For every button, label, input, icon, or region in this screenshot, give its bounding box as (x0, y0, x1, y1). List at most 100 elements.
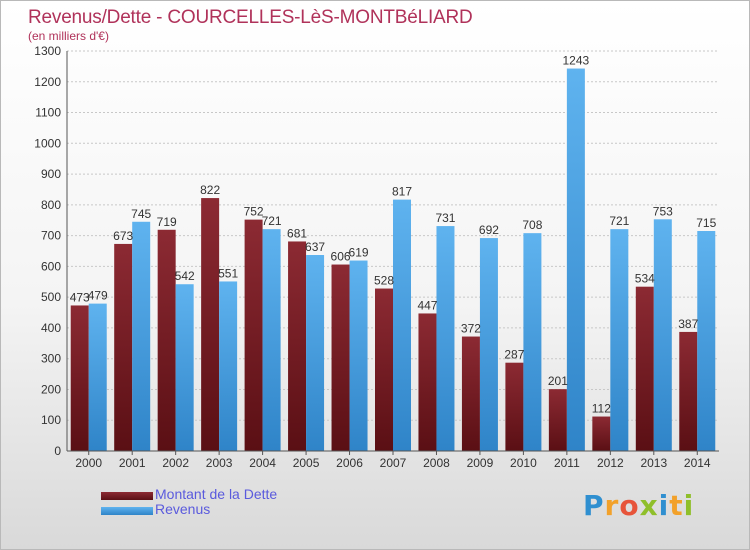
data-label-debt: 372 (461, 322, 481, 336)
data-label-revenue: 745 (131, 207, 151, 221)
bar-revenue (175, 284, 194, 451)
bar-revenue (306, 255, 325, 451)
bar-revenue (436, 226, 455, 451)
bar-debt (375, 288, 393, 451)
y-tick-label: 100 (41, 413, 61, 427)
bar-revenue (523, 233, 542, 451)
bar-debt (70, 305, 89, 451)
bar-debt (592, 416, 611, 451)
legend-label-revenue: Revenus (155, 501, 211, 517)
bar-revenue (219, 281, 238, 451)
bar-revenue (349, 260, 368, 451)
proxiti-logo: Proxiti (583, 489, 694, 522)
logo-letter: x (639, 489, 659, 522)
data-label-debt: 473 (70, 290, 90, 304)
x-tick-label: 2010 (510, 456, 537, 470)
data-label-revenue: 753 (653, 204, 673, 218)
y-tick-label: 1300 (34, 44, 61, 58)
bar-revenue (479, 238, 498, 451)
bar-revenue (653, 219, 672, 451)
bar-revenue (610, 229, 629, 451)
y-tick-label: 900 (41, 167, 61, 181)
x-tick-label: 2008 (423, 456, 450, 470)
bar-debt (461, 336, 480, 451)
data-label-debt: 719 (157, 215, 177, 229)
x-tick-label: 2013 (640, 456, 667, 470)
data-label-revenue: 637 (305, 240, 325, 254)
data-label-revenue: 708 (522, 218, 542, 232)
data-label-revenue: 551 (218, 266, 238, 280)
x-tick-label: 2003 (206, 456, 233, 470)
data-label-debt: 287 (504, 348, 524, 362)
y-tick-label: 700 (41, 229, 61, 243)
bar-debt (201, 198, 220, 451)
data-label-debt: 606 (331, 250, 351, 264)
x-tick-label: 2014 (684, 456, 711, 470)
bars-layer (70, 68, 716, 452)
bar-revenue (393, 199, 411, 451)
y-tick-label: 400 (41, 321, 61, 335)
data-label-debt: 528 (374, 274, 394, 288)
data-label-revenue: 479 (88, 289, 108, 303)
x-tick-label: 2011 (554, 456, 580, 470)
bar-debt (157, 229, 176, 451)
bar-debt (635, 286, 654, 451)
axis-layer: 0 100 200 300 400 500 600 700 800 900 1000 1100 1200… (34, 44, 719, 470)
data-label-revenue: 721 (609, 214, 629, 228)
data-label-debt: 673 (113, 229, 133, 243)
y-tick-label: 300 (41, 352, 61, 366)
bar-debt (679, 331, 698, 451)
data-label-revenue: 721 (262, 214, 282, 228)
bar-debt (418, 313, 437, 451)
legend-label-debt: Montant de la Dette (155, 486, 278, 502)
data-label-revenue: 731 (435, 211, 455, 225)
logo-letter: t (669, 489, 684, 522)
y-tick-label: 600 (41, 259, 61, 273)
data-label-revenue: 619 (349, 246, 369, 260)
logo-letter: o (619, 489, 640, 522)
x-tick-label: 2002 (162, 456, 189, 470)
logo-letter: i (683, 489, 695, 522)
data-label-debt: 822 (200, 183, 220, 197)
bar-debt (288, 241, 307, 451)
data-label-debt: 201 (548, 374, 568, 388)
logo-letter: i (658, 489, 670, 522)
data-label-debt: 447 (417, 298, 437, 312)
y-tick-label: 500 (41, 290, 61, 304)
data-label-debt: 387 (678, 317, 698, 331)
bar-debt (114, 243, 133, 451)
data-label-debt: 112 (592, 402, 611, 416)
bar-debt (548, 389, 567, 451)
x-tick-label: 2001 (119, 456, 146, 470)
chart-subtitle: (en milliers d'€) (28, 29, 109, 43)
bar-revenue (88, 303, 107, 451)
y-tick-label: 200 (41, 382, 61, 396)
data-label-revenue: 817 (392, 185, 412, 199)
legend-swatch-revenue (101, 507, 153, 515)
y-tick-label: 0 (54, 444, 61, 458)
bar-revenue (262, 229, 281, 451)
y-tick-label: 1000 (34, 136, 61, 150)
legend-swatch-debt (101, 492, 153, 500)
data-label-revenue: 692 (479, 223, 499, 237)
bar-debt (331, 264, 350, 451)
logo-letter: P (583, 489, 605, 522)
data-label-debt: 681 (287, 226, 307, 240)
y-tick-label: 800 (41, 198, 61, 212)
y-tick-label: 1100 (35, 106, 61, 120)
data-label-debt: 752 (244, 205, 264, 219)
data-label-revenue: 1243 (563, 54, 590, 68)
x-tick-label: 2000 (75, 456, 102, 470)
x-tick-label: 2004 (249, 456, 276, 470)
x-tick-label: 2007 (380, 456, 407, 470)
bar-debt (505, 362, 524, 451)
chart-title: Revenus/Dette - COURCELLES-LèS-MONTBéLIA… (28, 7, 473, 28)
bar-revenue (566, 68, 585, 452)
y-tick-label: 1200 (34, 75, 61, 89)
x-tick-label: 2006 (336, 456, 363, 470)
x-tick-label: 2005 (293, 456, 320, 470)
logo-letter: r (604, 489, 620, 522)
data-label-revenue: 542 (175, 269, 195, 283)
